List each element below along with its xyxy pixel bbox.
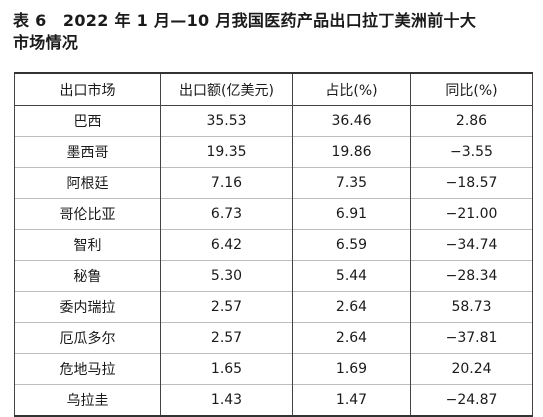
- header-share: 占比(%): [292, 73, 411, 106]
- cell-market: 厄瓜多尔: [14, 322, 161, 354]
- cell-share: 6.59: [292, 229, 411, 261]
- export-markets-table-wrapper: 出口市场 出口额(亿美元) 占比(%) 同比(%) 巴西 35.53 36.46 2.…: [14, 72, 533, 417]
- cell-market: 委内瑞拉: [14, 291, 161, 323]
- cell-share: 2.64: [292, 322, 411, 354]
- cell-yoy: −21.00: [410, 198, 533, 230]
- cell-yoy: 2.86: [410, 105, 533, 137]
- cell-export-value: 19.35: [160, 136, 293, 168]
- cell-market: 哥伦比亚: [14, 198, 161, 230]
- cell-share: 2.64: [292, 291, 411, 323]
- cell-yoy: −34.74: [410, 229, 533, 261]
- header-yoy: 同比(%): [410, 73, 533, 106]
- cell-share: 1.69: [292, 353, 411, 385]
- cell-yoy: −28.34: [410, 260, 533, 292]
- cell-market: 智利: [14, 229, 161, 261]
- cell-yoy: 58.73: [410, 291, 533, 323]
- cell-share: 1.47: [292, 384, 411, 416]
- cell-share: 6.91: [292, 198, 411, 230]
- cell-export-value: 7.16: [160, 167, 293, 199]
- table-title: 表 6 2022 年 1 月—10 月我国医药产品出口拉丁美洲前十大 市场情况: [13, 10, 533, 54]
- table-row: 秘鲁 5.30 5.44 −28.34: [14, 260, 533, 292]
- cell-export-value: 1.43: [160, 384, 293, 416]
- table-row: 墨西哥 19.35 19.86 −3.55: [14, 136, 533, 168]
- cell-yoy: −37.81: [410, 322, 533, 354]
- cell-export-value: 6.73: [160, 198, 293, 230]
- table-row: 乌拉圭 1.43 1.47 −24.87: [14, 384, 533, 416]
- cell-yoy: −3.55: [410, 136, 533, 168]
- cell-yoy: −24.87: [410, 384, 533, 416]
- table-row: 危地马拉 1.65 1.69 20.24: [14, 353, 533, 385]
- cell-yoy: 20.24: [410, 353, 533, 385]
- cell-market: 墨西哥: [14, 136, 161, 168]
- cell-market: 阿根廷: [14, 167, 161, 199]
- table-row: 智利 6.42 6.59 −34.74: [14, 229, 533, 261]
- cell-export-value: 35.53: [160, 105, 293, 137]
- table-header-row: 出口市场 出口额(亿美元) 占比(%) 同比(%): [14, 73, 533, 106]
- cell-market: 乌拉圭: [14, 384, 161, 416]
- table-body: 巴西 35.53 36.46 2.86 墨西哥 19.35 19.86 −3.55 阿根廷 7.1…: [14, 105, 533, 416]
- table-row: 委内瑞拉 2.57 2.64 58.73: [14, 291, 533, 323]
- header-export-value: 出口额(亿美元): [160, 73, 293, 106]
- cell-share: 36.46: [292, 105, 411, 137]
- cell-export-value: 1.65: [160, 353, 293, 385]
- table-row: 厄瓜多尔 2.57 2.64 −37.81: [14, 322, 533, 354]
- cell-yoy: −18.57: [410, 167, 533, 199]
- cell-export-value: 2.57: [160, 291, 293, 323]
- table-title-line-1: 表 6 2022 年 1 月—10 月我国医药产品出口拉丁美洲前十大: [13, 11, 477, 30]
- export-markets-table: 出口市场 出口额(亿美元) 占比(%) 同比(%) 巴西 35.53 36.46 2.…: [14, 72, 533, 417]
- cell-export-value: 6.42: [160, 229, 293, 261]
- header-market: 出口市场: [14, 73, 161, 106]
- cell-market: 巴西: [14, 105, 161, 137]
- cell-share: 19.86: [292, 136, 411, 168]
- table-row: 哥伦比亚 6.73 6.91 −21.00: [14, 198, 533, 230]
- cell-market: 秘鲁: [14, 260, 161, 292]
- cell-share: 5.44: [292, 260, 411, 292]
- cell-export-value: 5.30: [160, 260, 293, 292]
- cell-share: 7.35: [292, 167, 411, 199]
- cell-export-value: 2.57: [160, 322, 293, 354]
- cell-market: 危地马拉: [14, 353, 161, 385]
- table-title-line-2: 市场情况: [13, 33, 79, 52]
- table-row: 阿根廷 7.16 7.35 −18.57: [14, 167, 533, 199]
- table-row: 巴西 35.53 36.46 2.86: [14, 105, 533, 137]
